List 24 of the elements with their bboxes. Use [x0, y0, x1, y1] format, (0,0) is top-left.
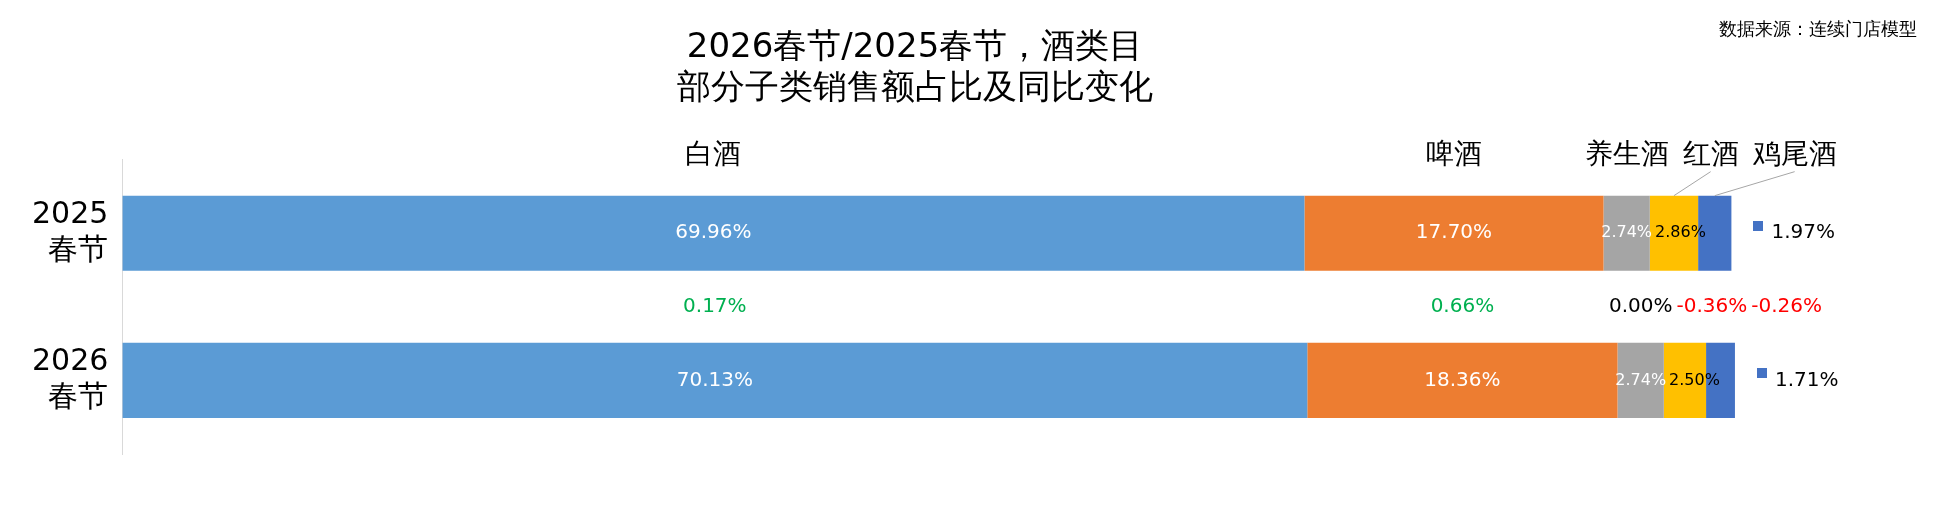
- series-label: 养生酒: [1584, 136, 1669, 170]
- y-tick-label: 2026 春节: [31, 342, 109, 414]
- annotation: 0.00%: [1608, 293, 1673, 317]
- bar: [1307, 342, 1618, 418]
- annotation: -0.36%: [1676, 293, 1748, 317]
- bar: [1304, 195, 1604, 271]
- data-label: 1.97%: [1771, 219, 1835, 244]
- annotation: 0.66%: [1430, 293, 1495, 317]
- bar: [122, 195, 1305, 271]
- series-label: 鸡尾酒: [1751, 136, 1837, 170]
- series-label: 白酒: [685, 136, 742, 170]
- bar: [122, 342, 1308, 418]
- series-label: 啤酒: [1425, 136, 1482, 170]
- data-label: 69.96%: [675, 219, 752, 244]
- data-label: 1.71%: [1774, 366, 1839, 391]
- data-label: 18.36%: [1424, 366, 1501, 391]
- y-tick-label: 2025 春节: [31, 195, 109, 266]
- data-label: 17.70%: [1415, 219, 1493, 244]
- text: -0.26%: [1751, 293, 1822, 317]
- source-note: 数据来源：连续门店模型: [1719, 17, 1917, 39]
- chart-title: 2026春节/2025春节，酒类目部分子类销售额占比及同比变化: [677, 25, 1153, 107]
- series-label: 红酒: [1682, 136, 1739, 170]
- data-label: 70.13%: [676, 366, 753, 391]
- annotation: 0.17%: [683, 293, 747, 317]
